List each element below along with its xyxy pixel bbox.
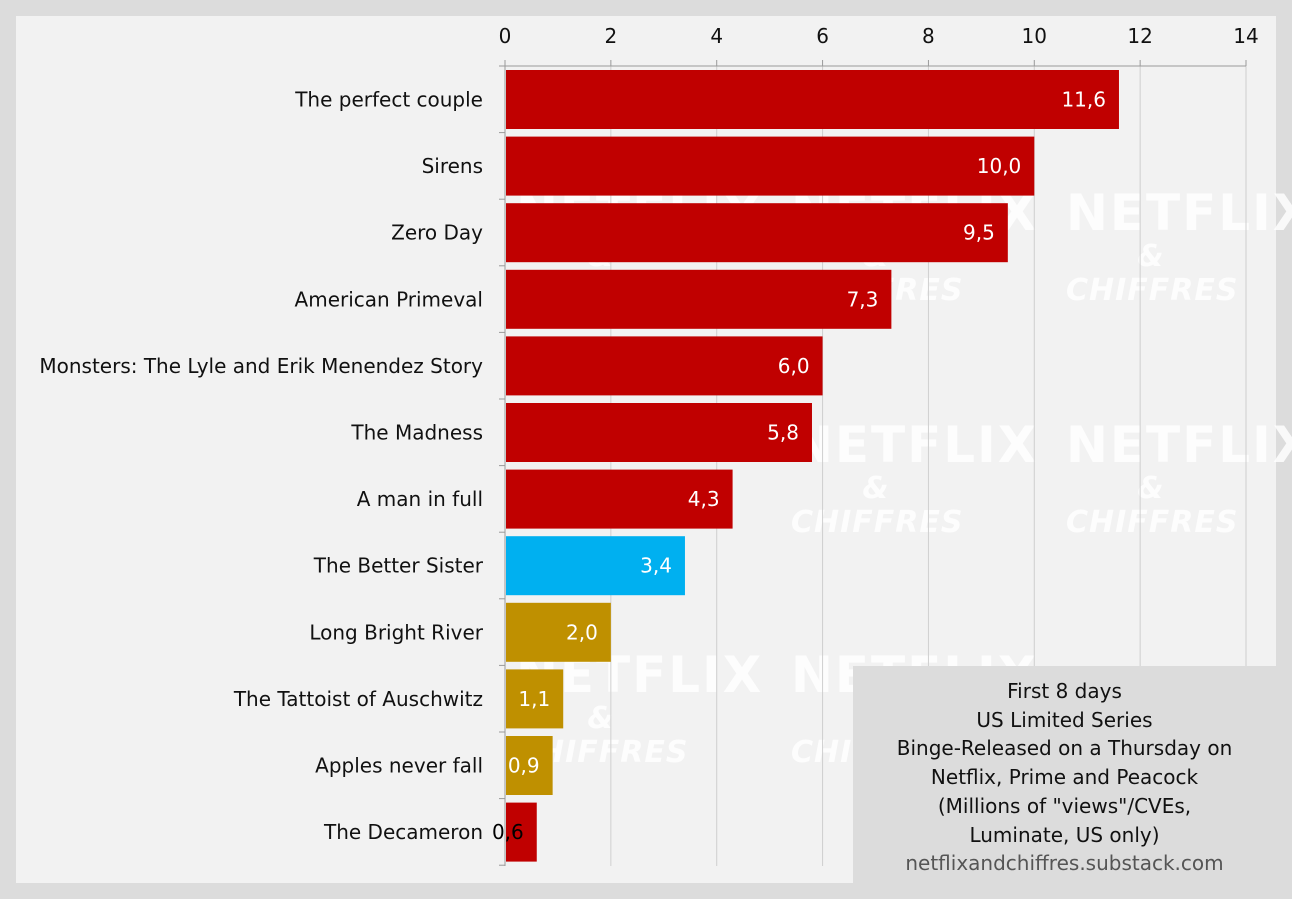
category-label: Long Bright River xyxy=(309,620,483,644)
data-label: 9,5 xyxy=(963,221,995,245)
data-label: 3,4 xyxy=(640,554,672,578)
data-label: 1,1 xyxy=(518,687,550,711)
category-label: Sirens xyxy=(422,154,483,178)
note-line: Netflix, Prime and Peacock xyxy=(930,765,1199,790)
data-label: 6,0 xyxy=(778,354,810,378)
bar xyxy=(506,469,733,529)
x-tick-label: 8 xyxy=(922,24,935,48)
x-tick-label: 2 xyxy=(604,24,617,48)
x-tick-label: 10 xyxy=(1022,24,1047,48)
bar xyxy=(506,802,537,862)
category-label: The Tattoist of Auschwitz xyxy=(233,687,483,711)
note-line: US Limited Series xyxy=(976,707,1153,732)
data-label: 0,9 xyxy=(508,754,540,778)
data-label: 5,8 xyxy=(767,421,799,445)
bar xyxy=(506,203,1008,263)
bar xyxy=(506,136,1035,196)
bar xyxy=(506,336,823,396)
bar xyxy=(506,269,892,329)
x-tick-label: 12 xyxy=(1127,24,1152,48)
category-label: American Primeval xyxy=(295,287,483,311)
x-tick-label: 6 xyxy=(816,24,829,48)
note-line: First 8 days xyxy=(1007,679,1122,703)
category-label: A man in full xyxy=(357,487,483,511)
category-label: Apples never fall xyxy=(315,754,483,778)
x-tick-label: 0 xyxy=(499,24,512,48)
data-label: 2,0 xyxy=(566,620,598,644)
data-label: 4,3 xyxy=(688,487,720,511)
note-line: Binge-Released on a Thursday on xyxy=(896,736,1233,761)
bar xyxy=(506,602,611,662)
chart-note: First 8 days US Limited Series Binge-Rel… xyxy=(853,666,1276,883)
bar xyxy=(506,403,812,462)
note-line: (Millions of "views"/CVEs, xyxy=(937,793,1192,818)
category-label: Zero Day xyxy=(391,221,483,245)
note-line: Luminate, US only) xyxy=(969,822,1160,847)
data-label: 7,3 xyxy=(847,287,879,311)
bar xyxy=(506,70,1119,129)
source-credit: netflixandchiffres.substack.com xyxy=(905,851,1224,876)
category-label: The Better Sister xyxy=(313,554,484,578)
bar xyxy=(506,736,553,795)
x-tick-label: 14 xyxy=(1233,24,1258,48)
bar xyxy=(506,669,564,729)
category-label: The perfect couple xyxy=(294,88,483,112)
data-label: 11,6 xyxy=(1061,88,1106,112)
data-label: 0,6 xyxy=(492,820,524,844)
x-tick-label: 4 xyxy=(710,24,723,48)
category-label: Monsters: The Lyle and Erik Menendez Sto… xyxy=(39,354,483,378)
bar xyxy=(506,536,685,596)
category-label: The Madness xyxy=(350,421,483,445)
category-label: The Decameron xyxy=(323,820,483,844)
data-label: 10,0 xyxy=(977,154,1022,178)
